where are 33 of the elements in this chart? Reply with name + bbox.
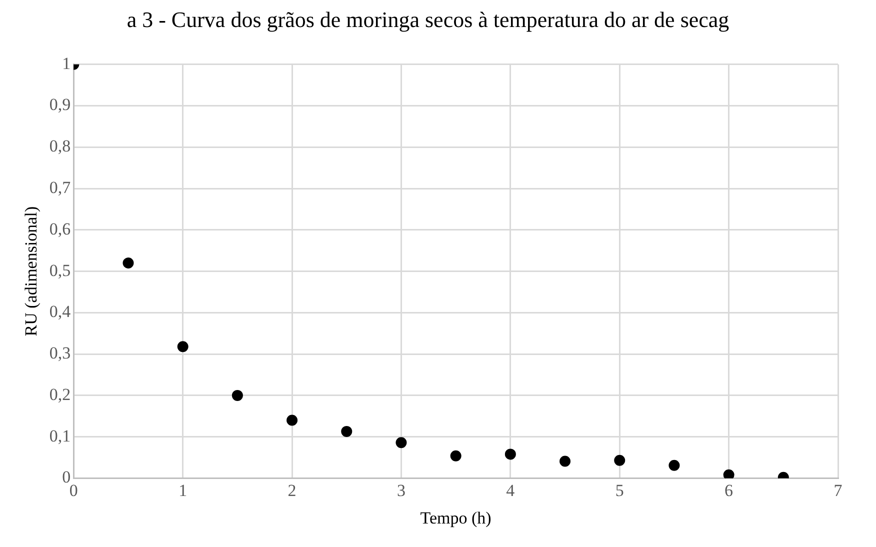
y-tick-label: 0,8 [49,136,71,156]
point [450,450,462,462]
x-tick-label: 4 [506,480,516,500]
point [504,448,516,460]
chart-title: a 3 - Curva dos grãos de moringa secos à temperatura do ar de secag [126,6,730,32]
point [177,341,188,352]
point [614,454,626,466]
y-axis-title: RU (adimensional) [22,206,41,336]
x-tick-label: 7 [834,480,843,500]
x-tick-label: 2 [288,480,296,500]
point [396,437,407,448]
point [232,390,243,401]
point [723,469,734,478]
point [122,258,134,269]
point [286,414,298,426]
x-tick-label: 5 [615,480,624,500]
point [341,426,352,437]
x-tick-label: 6 [724,480,734,500]
y-tick-label: 0,5 [49,260,71,280]
point [560,456,571,467]
y-tick-label: 0,7 [49,178,72,198]
y-tick-label: 0,2 [49,384,71,404]
x-axis-title: Tempo (h) [420,508,492,528]
point [668,460,680,471]
y-tick-label: 1 [62,54,71,73]
y-tick-label: 0,6 [49,219,71,238]
x-tick-label: 3 [396,480,406,500]
y-tick-label: 0,9 [49,95,71,114]
y-tick-label: 0,4 [49,302,72,322]
y-tick-label: 0,3 [49,344,71,363]
x-tick-label: 1 [178,480,188,500]
y-tick-label: 0 [62,468,71,487]
y-tick-label: 0,1 [49,426,71,446]
